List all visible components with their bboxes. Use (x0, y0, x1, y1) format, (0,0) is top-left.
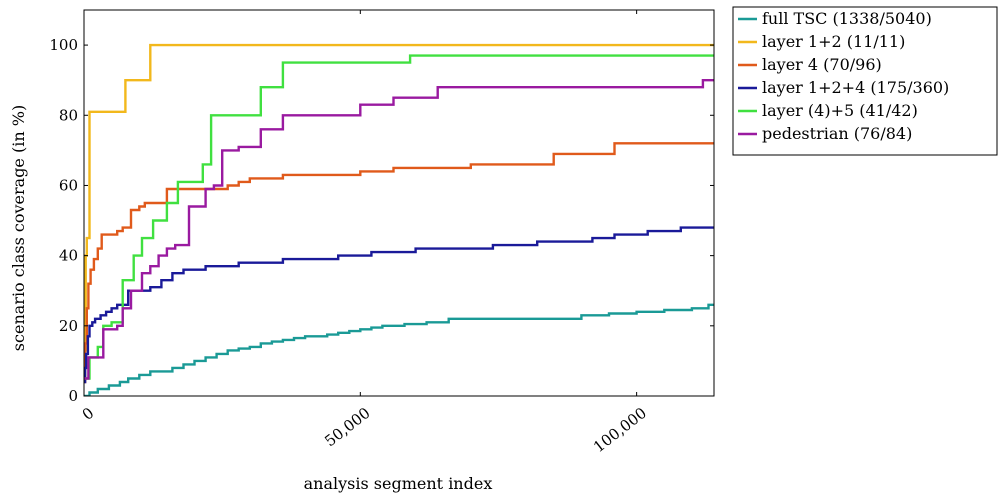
plot-area (83, 9, 715, 397)
legend-entry: layer (4)+5 (41/42) (762, 101, 918, 120)
legend-box (732, 6, 998, 156)
legend-entry: full TSC (1338/5040) (762, 9, 932, 28)
y-tick-label: 80 (59, 106, 78, 124)
series-line-1 (84, 303, 714, 396)
legend-entry: layer 1+2+4 (175/360) (762, 78, 949, 97)
x-axis-ticks: 0 50,000 100,000 (79, 10, 650, 456)
legend-entry: layer 1+2 (11/11) (762, 32, 905, 51)
x-tick-label: 50,000 (321, 404, 373, 451)
series-line-4 (84, 226, 714, 384)
x-tick-label: 0 (79, 404, 98, 424)
y-tick-label: 100 (49, 36, 78, 54)
series-line-3 (84, 142, 714, 384)
series-line-5 (84, 54, 714, 380)
x-tick-label: 100,000 (590, 404, 650, 456)
y-tick-label: 20 (59, 317, 78, 335)
y-tick-label: 0 (68, 387, 78, 405)
series-line-6 (84, 79, 714, 380)
y-tick-label: 40 (59, 247, 78, 265)
legend-entry: layer 4 (70/96) (762, 55, 882, 74)
legend: full TSC (1338/5040) layer 1+2 (11/11) lay… (732, 6, 998, 156)
x-axis-label: analysis segment index (304, 474, 493, 493)
y-tick-label: 60 (59, 176, 78, 194)
plot-frame (83, 9, 715, 397)
y-axis-ticks: 0 20 40 60 80 100 (49, 36, 714, 405)
legend-entry: pedestrian (76/84) (762, 124, 912, 143)
y-axis-label: scenario class coverage (in %) (9, 105, 28, 351)
